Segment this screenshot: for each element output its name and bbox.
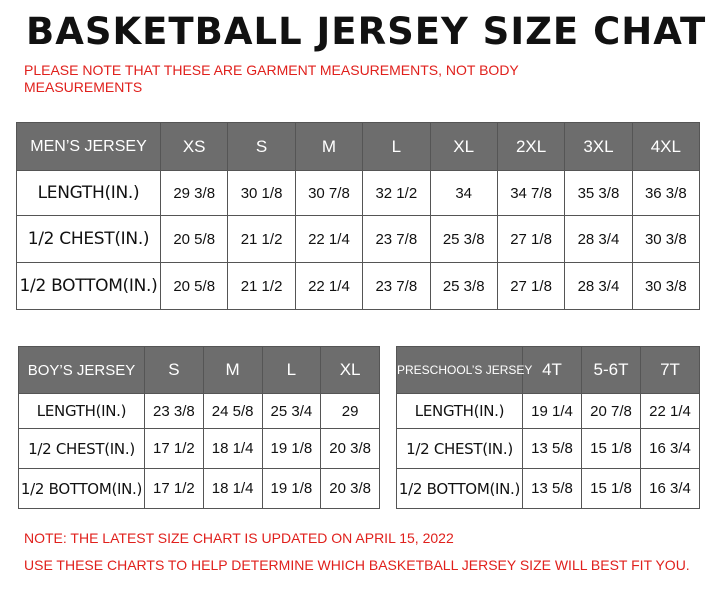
measurement-cell: 19 1/8	[261, 468, 322, 509]
row-label: 1/2 CHEST(IN.)	[396, 428, 523, 469]
measurement-cell: 16 3/4	[640, 468, 700, 509]
row-label: 1/2 CHEST(IN.)	[16, 215, 161, 263]
size-header: 4XL	[631, 122, 701, 171]
table-row: 1/2 BOTTOM(IN.) 20 5/8 21 1/2 22 1/4 23 7/8 2…	[16, 262, 701, 310]
page-title: BASKETBALL JERSEY SIZE CHAT	[26, 10, 707, 53]
size-header: S	[227, 122, 296, 171]
preschool-size-table: PRESCHOOL’S JERSEY 4T 5-6T 7T LENGTH(IN.) 19 …	[396, 346, 700, 509]
measurement-cell: 27 1/8	[496, 262, 566, 310]
measurement-cell: 25 3/4	[261, 393, 322, 429]
mens-size-table: MEN’S JERSEY XS S M L XL 2XL 3XL 4XL LENGTH(IN.) 2…	[16, 122, 701, 310]
row-label: 1/2 BOTTOM(IN.)	[396, 468, 523, 509]
measurement-cell: 24 5/8	[202, 393, 263, 429]
measurement-cell: 30 3/8	[631, 215, 701, 263]
measurement-cell: 20 7/8	[581, 393, 641, 429]
size-header: 3XL	[564, 122, 633, 171]
table-row: 1/2 BOTTOM(IN.) 17 1/2 18 1/4 19 1/8 20 3/8	[18, 468, 380, 509]
table-header-label: PRESCHOOL’S JERSEY	[396, 346, 532, 394]
header-row: MEN’S JERSEY XS S M L XL 2XL 3XL 4XL	[16, 122, 701, 171]
measurement-cell: 18 1/4	[202, 428, 263, 469]
measurement-cell: 17 1/2	[144, 428, 204, 469]
measurement-cell: 29	[320, 393, 380, 429]
measurement-cell: 13 5/8	[522, 428, 582, 469]
size-header: L	[362, 122, 431, 171]
size-header: 5-6T	[581, 346, 641, 394]
table-row: LENGTH(IN.) 19 1/4 20 7/8 22 1/4	[396, 393, 700, 429]
table-row: 1/2 CHEST(IN.) 13 5/8 15 1/8 16 3/4	[396, 428, 700, 469]
row-label: LENGTH(IN.)	[18, 393, 145, 429]
measurement-cell: 20 5/8	[159, 215, 229, 263]
measurement-cell: 18 1/4	[202, 468, 263, 509]
measurement-cell: 30 1/8	[227, 170, 296, 216]
measurement-cell: 34	[429, 170, 498, 216]
size-header: S	[144, 346, 204, 394]
table-row: 1/2 CHEST(IN.) 20 5/8 21 1/2 22 1/4 23 7/8 25…	[16, 215, 701, 263]
table-row: LENGTH(IN.) 23 3/8 24 5/8 25 3/4 29	[18, 393, 380, 429]
measurement-cell: 35 3/8	[564, 170, 633, 216]
measurement-cell: 22 1/4	[640, 393, 700, 429]
measurement-cell: 28 3/4	[564, 215, 633, 263]
table-row: 1/2 BOTTOM(IN.) 13 5/8 15 1/8 16 3/4	[396, 468, 700, 509]
measurement-cell: 20 3/8	[320, 468, 380, 509]
size-header: L	[261, 346, 322, 394]
measurement-cell: 19 1/8	[261, 428, 322, 469]
update-note: NOTE: THE LATEST SIZE CHART IS UPDATED O…	[24, 530, 454, 546]
fit-note: USE THESE CHARTS TO HELP DETERMINE WHICH…	[24, 557, 690, 573]
table-header-label: BOY’S JERSEY	[18, 346, 145, 394]
row-label: 1/2 BOTTOM(IN.)	[16, 262, 161, 310]
row-label: LENGTH(IN.)	[396, 393, 523, 429]
size-header: 7T	[640, 346, 700, 394]
size-header: 4T	[522, 346, 582, 394]
measurement-cell: 13 5/8	[522, 468, 582, 509]
measurement-cell: 29 3/8	[159, 170, 229, 216]
measurement-cell: 15 1/8	[581, 468, 641, 509]
size-header: M	[294, 122, 364, 171]
table-row: LENGTH(IN.) 29 3/8 30 1/8 30 7/8 32 1/2 34 34 …	[16, 170, 701, 216]
measurement-cell: 22 1/4	[294, 262, 364, 310]
measurement-cell: 25 3/8	[429, 262, 498, 310]
measurement-cell: 21 1/2	[227, 215, 296, 263]
table-header-label: MEN’S JERSEY	[16, 122, 161, 171]
size-header: XS	[159, 122, 229, 171]
size-header: XL	[429, 122, 498, 171]
header-row: PRESCHOOL’S JERSEY 4T 5-6T 7T	[396, 346, 700, 394]
boys-size-table: BOY’S JERSEY S M L XL LENGTH(IN.) 23 3/8 24 5/8…	[18, 346, 380, 509]
measurement-cell: 21 1/2	[227, 262, 296, 310]
size-header: XL	[320, 346, 380, 394]
measurement-cell: 20 5/8	[159, 262, 229, 310]
row-label: 1/2 CHEST(IN.)	[18, 428, 145, 469]
row-label: 1/2 BOTTOM(IN.)	[18, 468, 145, 509]
measurement-cell: 36 3/8	[631, 170, 701, 216]
measurement-cell: 17 1/2	[144, 468, 204, 509]
measurement-cell: 23 7/8	[362, 215, 431, 263]
garment-note: PLEASE NOTE THAT THESE ARE GARMENT MEASU…	[24, 62, 519, 95]
measurement-cell: 22 1/4	[294, 215, 364, 263]
measurement-cell: 32 1/2	[362, 170, 431, 216]
header-row: BOY’S JERSEY S M L XL	[18, 346, 380, 394]
measurement-cell: 28 3/4	[564, 262, 633, 310]
table-row: 1/2 CHEST(IN.) 17 1/2 18 1/4 19 1/8 20 3/8	[18, 428, 380, 469]
measurement-cell: 20 3/8	[320, 428, 380, 469]
measurement-cell: 30 7/8	[294, 170, 364, 216]
measurement-cell: 23 7/8	[362, 262, 431, 310]
measurement-cell: 23 3/8	[144, 393, 204, 429]
measurement-cell: 25 3/8	[429, 215, 498, 263]
measurement-cell: 16 3/4	[640, 428, 700, 469]
measurement-cell: 15 1/8	[581, 428, 641, 469]
size-header: M	[202, 346, 263, 394]
row-label: LENGTH(IN.)	[16, 170, 161, 216]
measurement-cell: 34 7/8	[496, 170, 566, 216]
measurement-cell: 19 1/4	[522, 393, 582, 429]
measurement-cell: 30 3/8	[631, 262, 701, 310]
measurement-cell: 27 1/8	[496, 215, 566, 263]
size-header: 2XL	[496, 122, 566, 171]
